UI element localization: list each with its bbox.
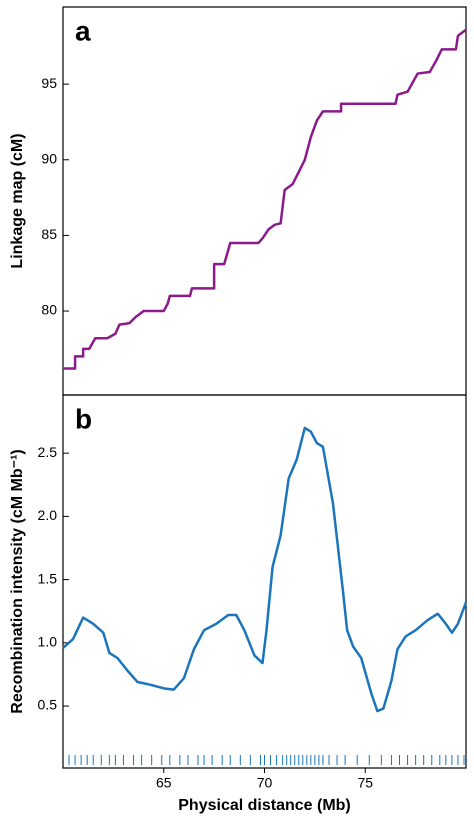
y-tick-label: 2.0 xyxy=(38,507,58,523)
y-tick-label: 90 xyxy=(41,150,57,166)
plot-frame xyxy=(62,6,467,396)
x-tick-label: 70 xyxy=(257,775,273,791)
panel-label: a xyxy=(75,15,91,46)
x-tick-label: 65 xyxy=(156,775,172,791)
y-tick-label: 1.5 xyxy=(38,570,58,586)
y-tick-label: 0.5 xyxy=(38,697,58,713)
y-axis-label: Recombination intensity (cM Mb⁻¹) xyxy=(9,449,26,713)
data-line xyxy=(62,426,468,713)
y-tick-label: 2.5 xyxy=(38,444,58,460)
x-axis-label: Physical distance (Mb) xyxy=(178,797,351,814)
y-tick-label: 80 xyxy=(41,302,57,318)
y-tick-label: 95 xyxy=(41,75,57,91)
data-line xyxy=(63,28,467,370)
y-tick-label: 85 xyxy=(41,226,57,242)
y-tick-label: 1.0 xyxy=(38,634,58,650)
y-axis-label: Linkage map (cM) xyxy=(9,133,26,268)
plot-frame xyxy=(62,394,467,769)
x-tick-label: 75 xyxy=(357,775,373,791)
panel-label: b xyxy=(75,403,92,434)
